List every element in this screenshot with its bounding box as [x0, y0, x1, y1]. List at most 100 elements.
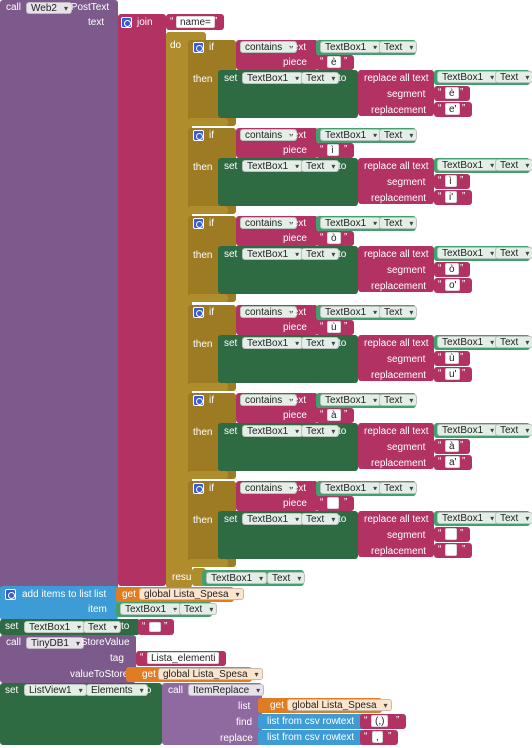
replacement-string[interactable]: o'	[445, 279, 461, 291]
if-block-bottom	[188, 383, 228, 391]
variable-dropdown[interactable]: global Lista_Spesa ▾	[158, 668, 263, 680]
segment-string[interactable]: ì	[445, 175, 457, 187]
tinydb-component-dropdown[interactable]: TinyDB1 ▾	[26, 637, 84, 649]
mutator-gear-icon[interactable]	[5, 589, 16, 600]
replace-all-text-block[interactable]	[358, 511, 434, 557]
replace-component-dropdown[interactable]: TextBox1 ▾	[437, 159, 499, 171]
text-prop-dropdown[interactable]: Text ▾	[379, 394, 418, 406]
tag-string-value[interactable]: Lista_elementi	[147, 652, 220, 664]
find-csv-row-block[interactable]	[258, 714, 366, 729]
segment-string[interactable]: à	[445, 440, 459, 452]
set-prop-dropdown[interactable]: Text ▾	[301, 513, 340, 525]
text-prop-dropdown[interactable]: Text ▾	[379, 129, 418, 141]
text-prop-dropdown[interactable]: Text ▾	[379, 217, 418, 229]
replace-all-text-block[interactable]	[358, 246, 434, 292]
replace-prop-dropdown[interactable]: Text ▾	[495, 71, 532, 83]
text-prop-dropdown[interactable]: Text ▾	[379, 41, 418, 53]
segment-string[interactable]	[445, 528, 457, 540]
segment-string[interactable]: ò	[445, 263, 459, 275]
find-string-value[interactable]: (,)	[371, 715, 389, 727]
mutator-gear-icon[interactable]	[193, 307, 204, 318]
text-prop-dropdown[interactable]: Text ▾	[379, 482, 418, 494]
mutator-gear-icon[interactable]	[121, 17, 132, 28]
replace-prop-dropdown[interactable]: Text ▾	[495, 159, 532, 171]
piece-string[interactable]: à	[327, 409, 341, 421]
join-block[interactable]	[118, 14, 166, 586]
replace-component-dropdown[interactable]: TextBox1 ▾	[437, 71, 499, 83]
textbox-component-dropdown[interactable]: TextBox1 ▾	[320, 306, 382, 318]
set-component-dropdown[interactable]: TextBox1 ▾	[242, 160, 304, 172]
mutator-gear-icon[interactable]	[193, 42, 204, 53]
replacement-string[interactable]: i'	[445, 191, 458, 203]
textbox-component-dropdown[interactable]: TextBox1 ▾	[320, 129, 382, 141]
textbox-component-dropdown[interactable]: TextBox1 ▾	[320, 217, 382, 229]
set-component-dropdown[interactable]: TextBox1 ▾	[242, 337, 304, 349]
do-result-block[interactable]	[166, 32, 192, 588]
contains-op-dropdown[interactable]: contains ▾	[240, 306, 298, 318]
set-component-dropdown[interactable]: TextBox1 ▾	[242, 513, 304, 525]
set-component-dropdown[interactable]: TextBox1 ▾	[242, 72, 304, 84]
contains-op-dropdown[interactable]: contains ▾	[240, 217, 298, 229]
replace-prop-dropdown[interactable]: Text ▾	[495, 424, 532, 436]
replace-prop-dropdown[interactable]: Text ▾	[495, 247, 532, 259]
listview-component-dropdown[interactable]: ListView1 ▾	[24, 684, 87, 696]
replacement-string[interactable]: a'	[445, 456, 461, 468]
contains-op-dropdown[interactable]: contains ▾	[240, 394, 298, 406]
elements-prop-dropdown[interactable]: Elements ▾	[86, 684, 148, 696]
result-component-dropdown[interactable]: TextBox1 ▾	[206, 572, 268, 584]
text-prop-dropdown[interactable]: Text ▾	[379, 306, 418, 318]
add-items-to-list-block[interactable]	[0, 586, 118, 620]
item-prop-dropdown[interactable]: Text ▾	[179, 603, 218, 615]
set-component-dropdown[interactable]: TextBox1 ▾	[242, 425, 304, 437]
piece-string[interactable]: ò	[327, 232, 341, 244]
replacement-string[interactable]	[445, 544, 457, 556]
textbox-component-dropdown[interactable]: TextBox1 ▾	[320, 482, 382, 494]
piece-string[interactable]: è	[327, 56, 341, 68]
replace-component-dropdown[interactable]: TextBox1 ▾	[437, 512, 499, 524]
result-prop-dropdown[interactable]: Text ▾	[267, 572, 306, 584]
contains-op-dropdown[interactable]: contains ▾	[240, 482, 298, 494]
set-component-dropdown[interactable]: TextBox1 ▾	[242, 248, 304, 260]
set-prop-dropdown[interactable]: Text ▾	[301, 425, 340, 437]
replace-prop-dropdown[interactable]: Text ▾	[495, 512, 532, 524]
replace-all-text-block[interactable]	[358, 335, 434, 381]
mutator-gear-icon[interactable]	[193, 130, 204, 141]
item-replace-method-dropdown[interactable]: ItemReplace ▾	[188, 684, 265, 696]
replacement-string[interactable]: u'	[445, 368, 461, 380]
empty-string-value[interactable]	[149, 622, 161, 632]
variable-dropdown[interactable]: global Lista_Spesa ▾	[139, 588, 244, 600]
replace-all-text-block[interactable]	[358, 158, 434, 204]
replacement-string[interactable]: e'	[445, 103, 461, 115]
item-component-dropdown[interactable]: TextBox1 ▾	[120, 603, 182, 615]
replace-string-value[interactable]: ,	[372, 731, 383, 743]
mutator-gear-icon[interactable]	[193, 218, 204, 229]
replace-component-dropdown[interactable]: TextBox1 ▾	[437, 424, 499, 436]
web2-component-dropdown[interactable]: Web2 ▾	[26, 2, 72, 14]
call-web2-posttext-block[interactable]	[0, 0, 118, 590]
set-prop-dropdown[interactable]: Text ▾	[301, 248, 340, 260]
piece-string[interactable]: ì	[327, 144, 339, 156]
segment-string[interactable]: ù	[445, 352, 459, 364]
set-prop-dropdown[interactable]: Text ▾	[301, 72, 340, 84]
contains-op-dropdown[interactable]: contains ▾	[240, 41, 298, 53]
segment-string[interactable]: è	[445, 87, 459, 99]
replace-component-dropdown[interactable]: TextBox1 ▾	[437, 247, 499, 259]
replace-all-text-block[interactable]	[358, 423, 434, 469]
variable-dropdown[interactable]: global Lista_Spesa ▾	[287, 699, 392, 711]
piece-string[interactable]: ù	[327, 321, 341, 333]
set-textbox-prop-dropdown[interactable]: Text ▾	[83, 621, 122, 633]
textbox-component-dropdown[interactable]: TextBox1 ▾	[320, 394, 382, 406]
textbox-component-dropdown[interactable]: TextBox1 ▾	[320, 41, 382, 53]
replace-prop-dropdown[interactable]: Text ▾	[495, 336, 532, 348]
contains-op-dropdown[interactable]: contains ▾	[240, 129, 298, 141]
replace-all-text-block[interactable]	[358, 70, 434, 116]
mutator-gear-icon[interactable]	[193, 483, 204, 494]
mutator-gear-icon[interactable]	[193, 395, 204, 406]
set-prop-dropdown[interactable]: Text ▾	[301, 160, 340, 172]
replace-csv-row-block[interactable]	[258, 730, 366, 745]
join-first-string[interactable]: name=	[176, 16, 215, 28]
set-textbox-component-dropdown[interactable]: TextBox1 ▾	[24, 621, 86, 633]
set-prop-dropdown[interactable]: Text ▾	[301, 337, 340, 349]
replace-component-dropdown[interactable]: TextBox1 ▾	[437, 336, 499, 348]
piece-string[interactable]	[327, 497, 339, 509]
